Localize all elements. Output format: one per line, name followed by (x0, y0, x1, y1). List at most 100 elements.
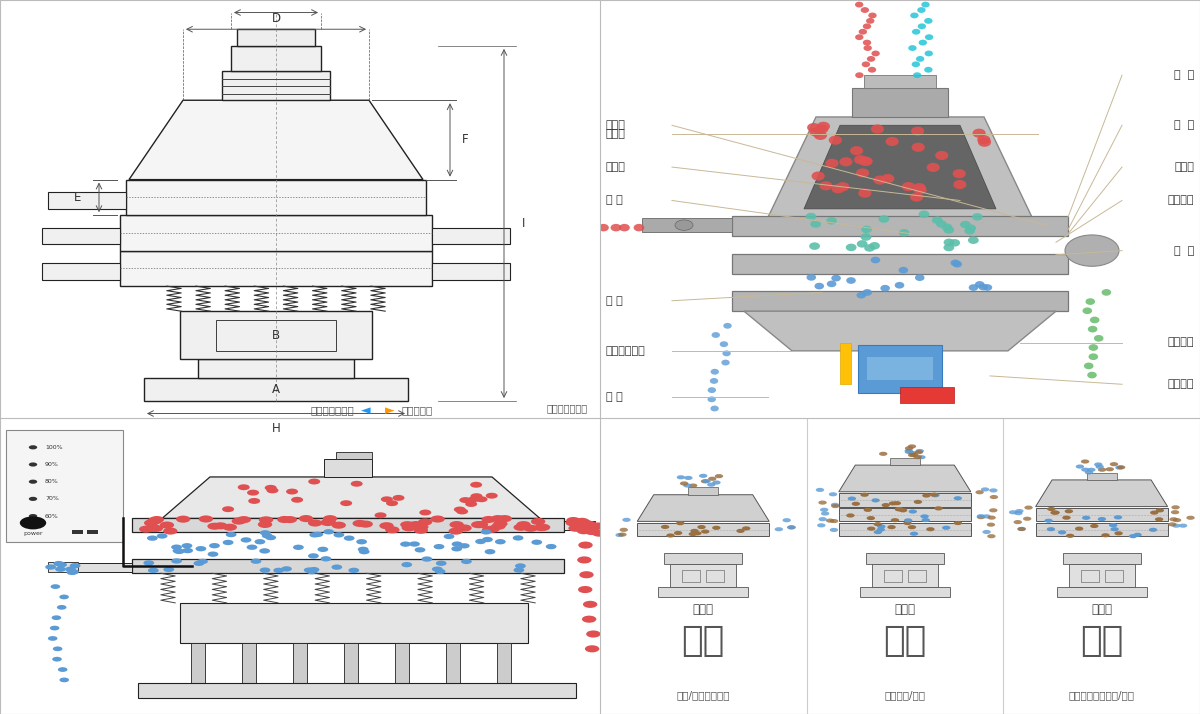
Circle shape (265, 485, 277, 491)
Circle shape (890, 518, 899, 522)
Circle shape (318, 547, 329, 552)
Text: 过滤: 过滤 (883, 625, 926, 658)
Circle shape (163, 567, 174, 572)
Circle shape (486, 493, 498, 498)
Circle shape (634, 224, 644, 231)
Circle shape (1148, 528, 1157, 532)
Circle shape (486, 526, 500, 533)
Circle shape (857, 292, 866, 298)
Circle shape (899, 508, 907, 513)
Circle shape (512, 536, 523, 540)
Circle shape (829, 136, 842, 145)
Circle shape (1018, 527, 1026, 531)
Text: 上部重锤: 上部重锤 (1168, 196, 1194, 206)
Circle shape (817, 121, 830, 131)
Circle shape (569, 525, 583, 532)
Circle shape (1114, 516, 1122, 519)
Bar (1068, 564, 1135, 587)
Circle shape (710, 378, 719, 384)
Circle shape (1156, 508, 1164, 513)
Circle shape (965, 227, 976, 235)
Circle shape (29, 446, 37, 449)
Text: D: D (271, 12, 281, 25)
Circle shape (858, 188, 871, 198)
Circle shape (392, 495, 404, 501)
Bar (242, 643, 257, 684)
Circle shape (893, 501, 901, 506)
Text: 出料口: 出料口 (606, 162, 626, 172)
Circle shape (199, 516, 214, 523)
Circle shape (876, 528, 884, 532)
Circle shape (826, 159, 839, 168)
Circle shape (172, 545, 182, 550)
Circle shape (976, 491, 984, 494)
Circle shape (916, 449, 924, 453)
Bar (198, 359, 354, 378)
Bar (446, 643, 461, 684)
Circle shape (1169, 517, 1177, 521)
Bar (908, 570, 926, 582)
Circle shape (881, 174, 894, 183)
Circle shape (871, 498, 880, 503)
Circle shape (943, 238, 954, 246)
Circle shape (163, 528, 178, 535)
Bar (120, 215, 432, 251)
Circle shape (818, 501, 827, 505)
Circle shape (400, 521, 414, 528)
Circle shape (160, 521, 174, 528)
Circle shape (836, 182, 850, 191)
Circle shape (208, 523, 222, 530)
Circle shape (149, 525, 163, 532)
Circle shape (902, 182, 916, 191)
Circle shape (724, 323, 732, 328)
Circle shape (432, 566, 443, 572)
Circle shape (852, 502, 860, 506)
Circle shape (418, 518, 432, 526)
Circle shape (1082, 516, 1091, 520)
Circle shape (960, 221, 971, 228)
Bar (1087, 473, 1116, 480)
Circle shape (972, 213, 983, 221)
Circle shape (864, 244, 875, 252)
Circle shape (320, 519, 335, 526)
Circle shape (904, 521, 912, 526)
Circle shape (684, 476, 692, 480)
Bar (180, 311, 372, 359)
Circle shape (809, 242, 820, 250)
Circle shape (472, 521, 486, 528)
Circle shape (491, 523, 505, 530)
Circle shape (922, 518, 930, 522)
Circle shape (485, 549, 496, 554)
Circle shape (1098, 517, 1106, 521)
Circle shape (209, 543, 220, 548)
Circle shape (918, 24, 926, 29)
Circle shape (144, 519, 158, 526)
Circle shape (880, 452, 888, 456)
Circle shape (713, 481, 721, 485)
Circle shape (708, 396, 716, 402)
Bar (72, 563, 132, 572)
Circle shape (953, 261, 962, 268)
Text: ◄: ◄ (361, 404, 371, 417)
Circle shape (989, 508, 997, 513)
Circle shape (515, 563, 526, 568)
Circle shape (586, 630, 600, 638)
Circle shape (1171, 506, 1180, 509)
Circle shape (869, 13, 877, 19)
Circle shape (908, 510, 917, 513)
Circle shape (953, 180, 966, 189)
Text: 筛  盘: 筛 盘 (1174, 246, 1194, 256)
Circle shape (666, 533, 674, 538)
Bar (395, 643, 409, 684)
Bar (732, 291, 1068, 311)
Circle shape (576, 521, 590, 528)
Bar (852, 88, 948, 117)
Circle shape (1154, 517, 1163, 521)
Circle shape (308, 520, 323, 526)
Circle shape (143, 525, 157, 532)
Bar (497, 643, 511, 684)
Circle shape (854, 155, 868, 164)
Polygon shape (1036, 480, 1168, 507)
Circle shape (310, 532, 320, 538)
Circle shape (475, 496, 487, 502)
